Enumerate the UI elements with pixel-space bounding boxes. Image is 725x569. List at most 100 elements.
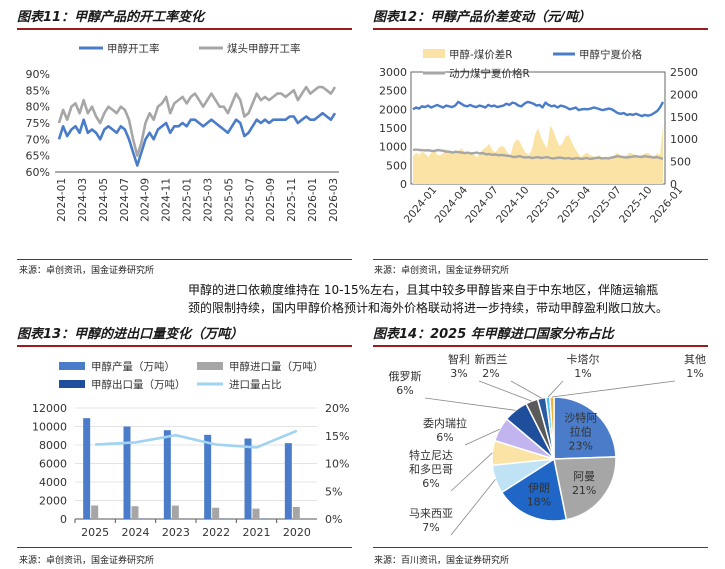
x-tick-label: 2024-07	[119, 178, 131, 222]
x-tick-label: 2026-03	[328, 178, 340, 222]
x-tick-label: 2026-01	[648, 184, 685, 225]
x-tick-label: 2024-09	[140, 178, 152, 222]
bar-1	[212, 507, 220, 519]
series-line-ratio	[95, 429, 298, 449]
y-right-tick-label: 20%	[325, 402, 349, 415]
x-tick-label: 2024-05	[98, 178, 110, 222]
pie-label: 俄罗斯	[389, 370, 422, 383]
chart-12-title-rule	[373, 28, 708, 30]
pie-label: 其他	[684, 353, 706, 366]
pie-label: 2%	[482, 367, 499, 380]
series-line-2	[412, 148, 664, 161]
x-tick-label: 2020	[283, 526, 311, 539]
chart-14-source-rule	[373, 547, 708, 548]
chart-13-import-export: 0 2000 4000 6000 8000 10000 12000 0% 5% 10% 15% 20%…	[32, 360, 349, 539]
chart-14-import-origin-pie: 沙特阿拉伯23%阿曼21%伊朗18%马来西亚7%特立尼达和多巴哥6%委内瑞拉6%…	[389, 352, 706, 536]
chart-11-title-rule	[17, 28, 352, 30]
y-left-tick-label: 3000	[379, 66, 407, 79]
body-paragraph: 甲醇的进口依赖度维持在 10-15%左右，且其中较多甲醇皆来自于中东地区，伴随运…	[188, 281, 708, 317]
legend-label: 煤头甲醇开工率	[227, 42, 301, 55]
bar-0	[123, 426, 131, 519]
y-right-tick-label: 0%	[325, 513, 342, 526]
pie-slice	[553, 396, 617, 460]
legend-swatch	[59, 380, 85, 388]
x-tick-label: 2025-07	[244, 178, 256, 222]
chart-13-source-rule	[17, 547, 352, 548]
x-tick-label: 2024-03	[77, 178, 89, 222]
chart-11-title: 图表11：甲醇产品的开工率变化	[17, 10, 205, 25]
chart-14-title-rule	[373, 345, 708, 347]
pie-label: 拉伯	[570, 424, 592, 438]
legend-label: 甲醇开工率	[107, 42, 160, 55]
pie-label: 6%	[396, 384, 413, 397]
x-tick-label: 2025-11	[286, 178, 298, 222]
x-tick-label: 2024	[122, 526, 150, 539]
pie-label: 阿曼	[573, 470, 595, 483]
y-left-tick-label: 2000	[39, 495, 67, 508]
x-tick-label: 2025-09	[265, 178, 277, 222]
pie-leader-line	[450, 479, 496, 536]
pie-label: 伊朗	[528, 481, 550, 494]
bar-0	[163, 430, 171, 519]
y-left-tick-label: 12000	[32, 402, 67, 415]
legend-label: 甲醇-煤价差R	[449, 48, 513, 61]
legend-label: 甲醇产量（万吨）	[91, 360, 175, 373]
y-left-tick-label: 2500	[379, 85, 407, 98]
bar-0	[244, 438, 252, 519]
y-right-tick-label: 2000	[670, 88, 698, 101]
y-right-tick-label: 2500	[670, 66, 698, 79]
x-tick-label: 2025-03	[202, 178, 214, 222]
pie-label: 3%	[450, 367, 467, 380]
y-left-tick-label: 10000	[32, 421, 67, 434]
bar-0	[204, 434, 212, 519]
pie-leader-line	[551, 380, 676, 398]
chart-11-source: 来源：卓创资讯，国金证券研究所	[19, 266, 155, 276]
y-left-tick-label: 6000	[39, 458, 67, 471]
x-tick-label: 2026-01	[307, 178, 319, 222]
legend-swatch	[59, 362, 85, 370]
x-tick-label: 2023	[162, 526, 190, 539]
chart-12-source: 来源：卓创资讯，国金证券研究所	[374, 266, 510, 276]
x-tick-label: 2025-05	[223, 178, 235, 222]
pie-label: 7%	[422, 521, 439, 534]
chart-12-source-rule	[373, 259, 708, 260]
y-left-tick-label: 2000	[379, 103, 407, 116]
y-right-tick-label: 5%	[325, 485, 342, 498]
pie-label: 卡塔尔	[567, 353, 600, 366]
pie-leader-line	[450, 452, 493, 492]
legend-label: 动力煤宁夏价格R	[449, 67, 530, 80]
y-tick-label: 70%	[26, 133, 50, 146]
x-tick-label: 2024-01	[56, 178, 68, 222]
pie-label: 马来西亚	[409, 507, 453, 520]
chart-13-source: 来源：卓创资讯，国金证券研究所	[19, 556, 155, 566]
y-tick-label: 90%	[26, 68, 50, 81]
y-right-tick-label: 1500	[670, 111, 698, 124]
pie-leader-line	[547, 380, 564, 398]
series-line-0	[57, 111, 337, 167]
legend-swatch	[197, 362, 223, 370]
pie-label: 委内瑞拉	[423, 416, 467, 430]
y-left-tick-label: 0	[60, 513, 67, 526]
legend-label: 甲醇宁夏价格	[579, 48, 642, 61]
chart-13-title-rule	[17, 345, 352, 347]
pie-label: 1%	[574, 367, 591, 380]
bar-1	[292, 506, 300, 519]
pie-label: 18%	[527, 495, 551, 508]
y-left-tick-label: 1500	[379, 122, 407, 135]
bar-0	[83, 418, 91, 519]
body-paragraph-line-2: 颈的限制持续，国内甲醇价格预计和海外价格联动将进一步持续，带动甲醇盈利敞口放大。	[188, 301, 669, 315]
bar-1	[91, 505, 99, 519]
legend-label: 进口量占比	[229, 378, 282, 391]
y-left-tick-label: 0	[400, 178, 407, 191]
bar-1	[252, 508, 260, 519]
y-right-tick-label: 0	[670, 178, 677, 191]
pie-label: 沙特阿	[564, 410, 597, 424]
pie-slice	[500, 457, 568, 522]
legend-label: 甲醇出口量（万吨）	[91, 378, 186, 391]
pie-label: 和多巴哥	[409, 462, 453, 476]
chart-14-title: 图表14：2025 年甲醇进口国家分布占比	[373, 327, 614, 342]
legend-swatch	[423, 49, 445, 58]
series-area-0	[413, 125, 663, 184]
y-left-tick-label: 1000	[379, 141, 407, 154]
y-left-tick-label: 500	[386, 159, 407, 172]
